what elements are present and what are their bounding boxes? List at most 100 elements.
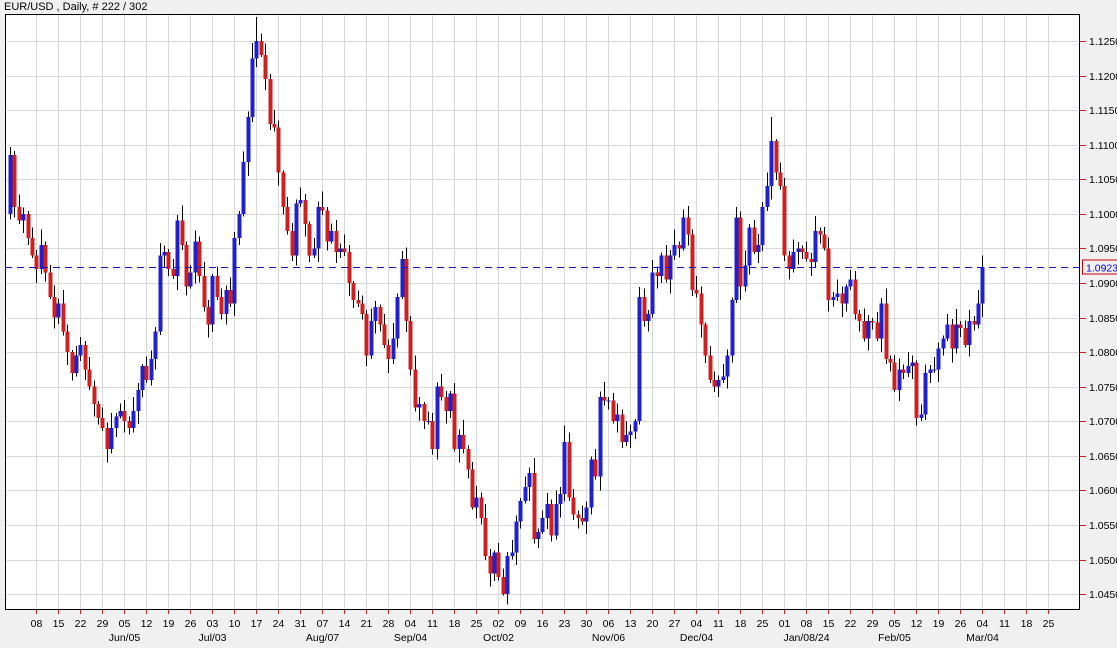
x-axis-day-label: 19: [933, 618, 945, 630]
x-axis-day-label: 07: [317, 618, 329, 630]
candle-body-down: [347, 251, 352, 283]
candle-body-up: [725, 355, 730, 377]
candle-body-up: [391, 338, 396, 360]
candle-body-up: [8, 155, 13, 214]
candle-body-down: [479, 497, 484, 519]
candle-body-up: [659, 255, 664, 277]
y-axis-label: 1.0850: [1089, 313, 1117, 325]
candle-body-down: [52, 296, 57, 318]
candle-body-down: [466, 448, 471, 470]
candle-body-down: [963, 327, 968, 346]
x-axis-day-label: 08: [31, 618, 43, 630]
price-tag-box: [1082, 259, 1117, 275]
candle-body-down: [778, 172, 783, 187]
x-axis-day-label: 04: [405, 618, 417, 630]
x-axis-month-label: Nov/06: [592, 632, 625, 644]
candle-body-down: [281, 172, 286, 207]
x-axis-month-label: Dec/04: [680, 632, 713, 644]
candle-body-up: [589, 459, 594, 508]
x-axis-day-label: 13: [625, 618, 637, 630]
candle-body-up: [246, 117, 251, 162]
candle-body-down: [307, 224, 312, 256]
candle-body-down: [127, 421, 132, 429]
candle-body-down: [325, 210, 330, 242]
candle-body-up: [615, 414, 620, 422]
candle-body-down: [100, 417, 105, 429]
y-axis-label: 1.0500: [1089, 555, 1117, 567]
candle-body-up: [716, 379, 721, 387]
candle-body-down: [17, 206, 22, 221]
candle-body-up: [109, 428, 114, 449]
candle-body-up: [633, 421, 638, 432]
y-axis-label: 1.0700: [1089, 416, 1117, 428]
candle-body-up: [523, 486, 528, 501]
candle-body-down: [351, 282, 356, 301]
candle-body-down: [800, 248, 805, 252]
candle-body-down: [870, 320, 875, 323]
candle-body-up: [734, 217, 739, 301]
price-tag-label: 1.0923: [1086, 263, 1117, 275]
candle-body-down: [30, 238, 35, 256]
candle-body-up: [910, 362, 915, 366]
x-axis-month-label: Jul/03: [198, 632, 226, 644]
candle-body-up: [400, 258, 405, 297]
x-axis-day-label: 31: [295, 618, 307, 630]
candle-body-down: [320, 206, 325, 211]
candle-body-down: [422, 403, 427, 422]
candle-body-up: [369, 320, 374, 356]
x-axis-day-label: 06: [603, 618, 615, 630]
x-axis-day-label: 25: [757, 618, 769, 630]
candle-body-down: [822, 234, 827, 249]
candle-body-down: [219, 296, 224, 315]
candle-body-up: [765, 186, 770, 207]
candle-body-down: [382, 324, 387, 346]
candle-body-down: [386, 345, 391, 360]
candle-body-down: [404, 258, 409, 321]
candle-body-down: [61, 303, 66, 332]
candle-body-down: [875, 322, 880, 339]
candle-body-down: [857, 314, 862, 321]
y-axis-label: 1.0600: [1089, 485, 1117, 497]
x-axis-day-label: 22: [845, 618, 857, 630]
x-axis-day-label: 21: [361, 618, 373, 630]
candle-body-down: [642, 296, 647, 321]
candle-body-up: [118, 410, 123, 417]
candle-body-down: [342, 248, 347, 252]
candle-body-up: [844, 286, 849, 304]
x-axis-day-label: 14: [339, 618, 351, 630]
candle-body-up: [866, 320, 871, 339]
x-axis-day-label: 08: [801, 618, 813, 630]
candle-body-up: [373, 307, 378, 321]
candle-body-up: [980, 267, 985, 304]
candle-body-up: [769, 141, 774, 187]
candle-body-up: [175, 220, 180, 277]
candle-body-down: [202, 276, 207, 308]
candle-body-down: [496, 552, 501, 577]
candle-body-up: [457, 435, 462, 449]
plot-border: [5, 14, 1080, 610]
candle-body-up: [945, 324, 950, 339]
candle-body-down: [166, 251, 171, 270]
y-axis-label: 1.1100: [1089, 140, 1117, 152]
x-axis-day-label: 01: [779, 618, 791, 630]
x-axis-day-label: 15: [823, 618, 835, 630]
x-axis-day-label: 26: [185, 618, 197, 630]
candle-body-up: [967, 320, 972, 346]
candle-body-down: [488, 556, 493, 574]
candle-body-down: [290, 231, 295, 256]
candle-body-up: [254, 40, 259, 59]
candle-body-down: [602, 397, 607, 401]
candle-body-down: [950, 324, 955, 349]
candle-body-up: [298, 199, 303, 204]
x-axis-day-label: 20: [647, 618, 659, 630]
candle-body-down: [452, 393, 457, 449]
candle-body-up: [149, 359, 154, 380]
candle-body-down: [738, 217, 743, 287]
candle-body-down: [263, 54, 268, 79]
y-axis-label: 1.0900: [1089, 278, 1117, 290]
x-axis-day-label: 12: [141, 618, 153, 630]
candle-body-down: [809, 258, 814, 263]
candle-body-down: [92, 386, 97, 404]
